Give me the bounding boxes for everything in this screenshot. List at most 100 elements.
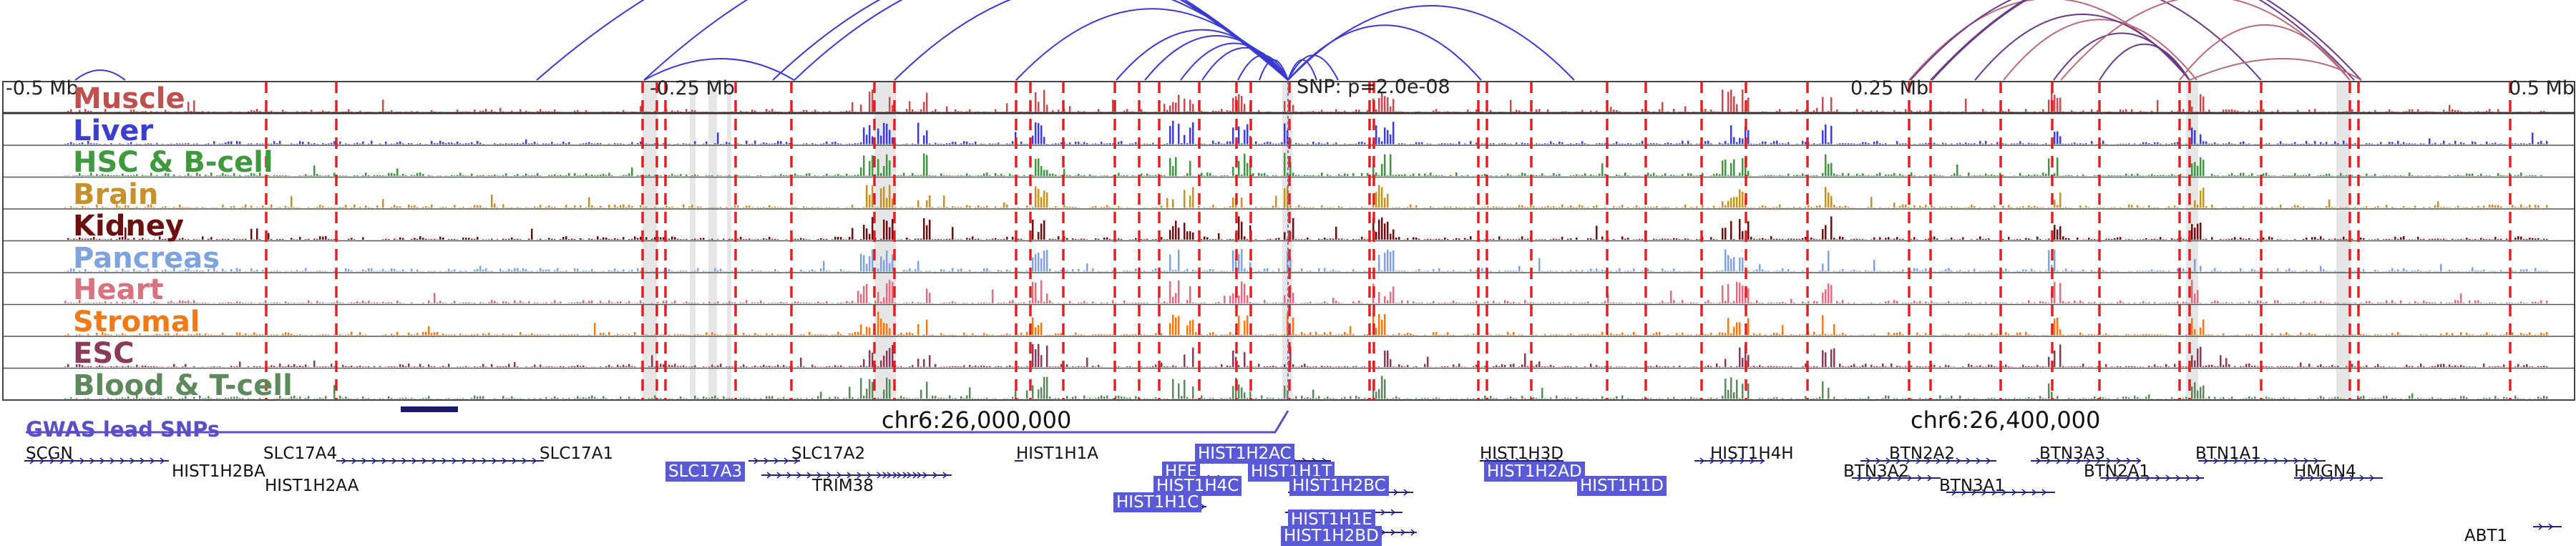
signal-bar: [1055, 270, 1057, 271]
signal-bar: [800, 238, 802, 240]
signal-bar: [608, 239, 610, 240]
signal-bar: [1816, 108, 1818, 112]
signal-bar: [2311, 144, 2313, 145]
signal-bar: [1035, 159, 1037, 176]
signal-bar: [519, 239, 522, 240]
signal-bar: [651, 239, 653, 240]
signal-bar: [820, 268, 822, 271]
signal-bar: [2059, 175, 2062, 176]
signal-bar: [660, 238, 662, 240]
signal-bar: [1444, 143, 1446, 144]
signal-bar: [577, 110, 579, 112]
signal-bar: [1304, 207, 1306, 208]
signal-bar: [522, 175, 525, 176]
signal-bar: [551, 142, 553, 144]
signal-bar: [803, 110, 805, 112]
signal-bar: [955, 109, 957, 112]
signal-bar: [2469, 239, 2471, 240]
signal-bar: [1730, 259, 1732, 272]
signal-bar: [580, 205, 582, 208]
signal-bar: [920, 175, 922, 176]
signal-bar: [2386, 271, 2388, 272]
signal-bar: [1135, 142, 1137, 145]
signal-bar: [1455, 144, 1458, 145]
signal-bar: [1330, 175, 1332, 176]
signal-bar: [1570, 143, 1572, 144]
signal-bar: [273, 175, 275, 176]
signal-bar: [416, 111, 419, 112]
signal-bar: [872, 250, 874, 272]
signal-bar: [1035, 122, 1037, 145]
signal-bar: [1787, 239, 1790, 240]
signal-bar: [162, 144, 164, 145]
signal-bar: [2283, 144, 2285, 145]
signal-bar: [2128, 239, 2130, 240]
signal-bar: [2019, 173, 2021, 176]
signal-bar: [1284, 101, 1286, 112]
signal-bar: [2102, 207, 2104, 208]
signal-bar: [1232, 293, 1234, 303]
signal-bar: [1504, 270, 1506, 271]
signal-bar: [1822, 293, 1824, 303]
signal-bar: [2079, 270, 2082, 271]
signal-bar: [222, 268, 224, 271]
signal-bar: [869, 256, 871, 272]
signal-bar: [477, 141, 479, 145]
signal-bar: [1767, 270, 1770, 271]
signal-bar: [594, 144, 596, 145]
signal-bar: [1172, 297, 1174, 303]
signal-bar: [872, 136, 874, 144]
signal-bar: [708, 239, 711, 240]
signal-bar: [923, 135, 925, 144]
signal-bar: [1264, 173, 1266, 176]
signal-bar: [1570, 175, 1572, 176]
signal-bar: [2546, 141, 2548, 145]
signal-bar: [2182, 109, 2185, 112]
signal-bar: [1155, 207, 1157, 208]
signal-bar: [2297, 205, 2299, 208]
signal-bar: [591, 143, 593, 144]
signal-bar: [617, 143, 619, 144]
signal-bar: [2437, 271, 2439, 272]
signal-bar: [1086, 263, 1088, 272]
signal-bar: [1730, 221, 1732, 240]
signal-bar: [1951, 144, 1953, 145]
signal-bar: [2497, 144, 2499, 145]
signal-bar: [640, 270, 642, 271]
signal-bar: [1287, 239, 1289, 240]
signal-bar: [674, 237, 676, 240]
signal-bar: [949, 143, 951, 144]
signal-bar: [1464, 207, 1466, 208]
signal-bar: [1690, 144, 1692, 145]
signal-bar: [342, 207, 344, 208]
signal-bar: [1822, 264, 1824, 272]
signal-bar: [2128, 143, 2130, 144]
signal-bar: [1241, 282, 1243, 303]
signal-bar: [454, 143, 456, 144]
signal-bar: [193, 301, 195, 303]
signal-bar: [311, 109, 313, 112]
signal-bar: [989, 270, 991, 271]
signal-bar: [1212, 141, 1214, 145]
signal-bar: [1547, 144, 1549, 145]
signal-bar: [2054, 132, 2056, 144]
signal-bar: [1885, 143, 1887, 144]
signal-bar: [1301, 144, 1303, 145]
signal-bar: [2177, 207, 2179, 208]
signal-bar: [1928, 239, 1930, 240]
signal-bar: [863, 207, 865, 208]
signal-bar: [2260, 207, 2262, 208]
signal-bar: [2328, 239, 2331, 240]
signal-bar: [1556, 270, 1558, 271]
signal-bar: [2151, 111, 2153, 112]
signal-bar: [2131, 109, 2133, 112]
signal-bar: [1747, 288, 1750, 303]
signal-bar: [1513, 270, 1515, 271]
signal-bar: [1913, 144, 1916, 145]
signal-bar: [1893, 110, 1896, 112]
signal-bar: [1782, 302, 1784, 303]
signal-bar: [1793, 271, 1795, 272]
signal-bar: [900, 175, 902, 176]
signal-bar: [1968, 143, 1970, 144]
signal-bar: [952, 301, 954, 303]
